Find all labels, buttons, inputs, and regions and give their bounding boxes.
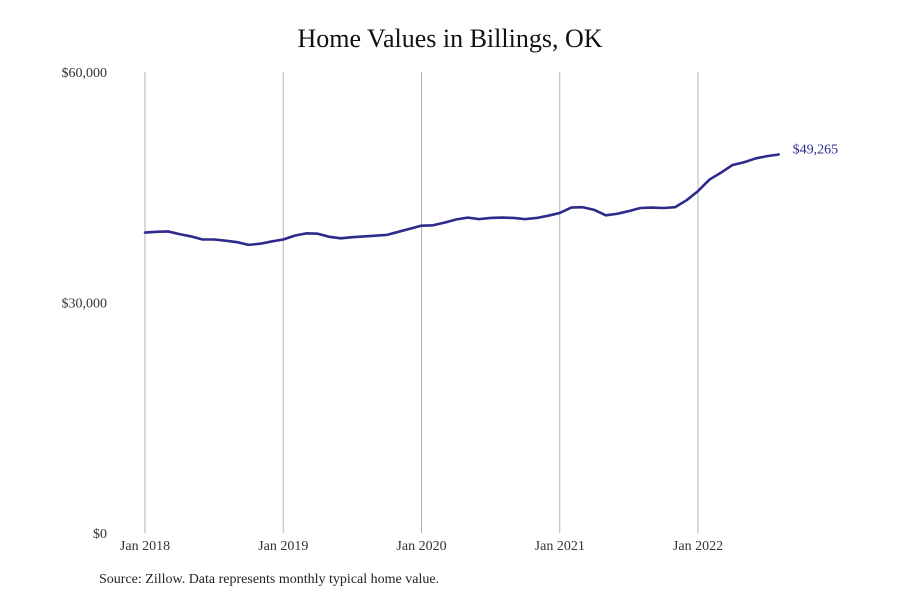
y-tick-label: $0 [93, 527, 107, 542]
y-tick-label: $30,000 [62, 297, 108, 312]
gridlines [144, 72, 699, 533]
y-axis-ticks: $0 $30,000 $60,000 [62, 66, 108, 542]
x-tick-label: Jan 2021 [535, 539, 585, 554]
x-axis-ticks: Jan 2018 Jan 2019 Jan 2020 Jan 2021 Jan 2022 [120, 539, 723, 554]
x-tick-label: Jan 2020 [396, 539, 446, 554]
chart-title: Home Values in Billings, OK [297, 24, 603, 53]
source-note: Source: Zillow. Data represents monthly … [99, 572, 440, 587]
last-value-label: $49,265 [793, 142, 839, 157]
x-tick-label: Jan 2019 [258, 539, 308, 554]
home-value-line [143, 153, 780, 247]
y-tick-label: $60,000 [62, 66, 108, 81]
x-tick-label: Jan 2018 [120, 539, 170, 554]
x-tick-label: Jan 2022 [673, 539, 723, 554]
